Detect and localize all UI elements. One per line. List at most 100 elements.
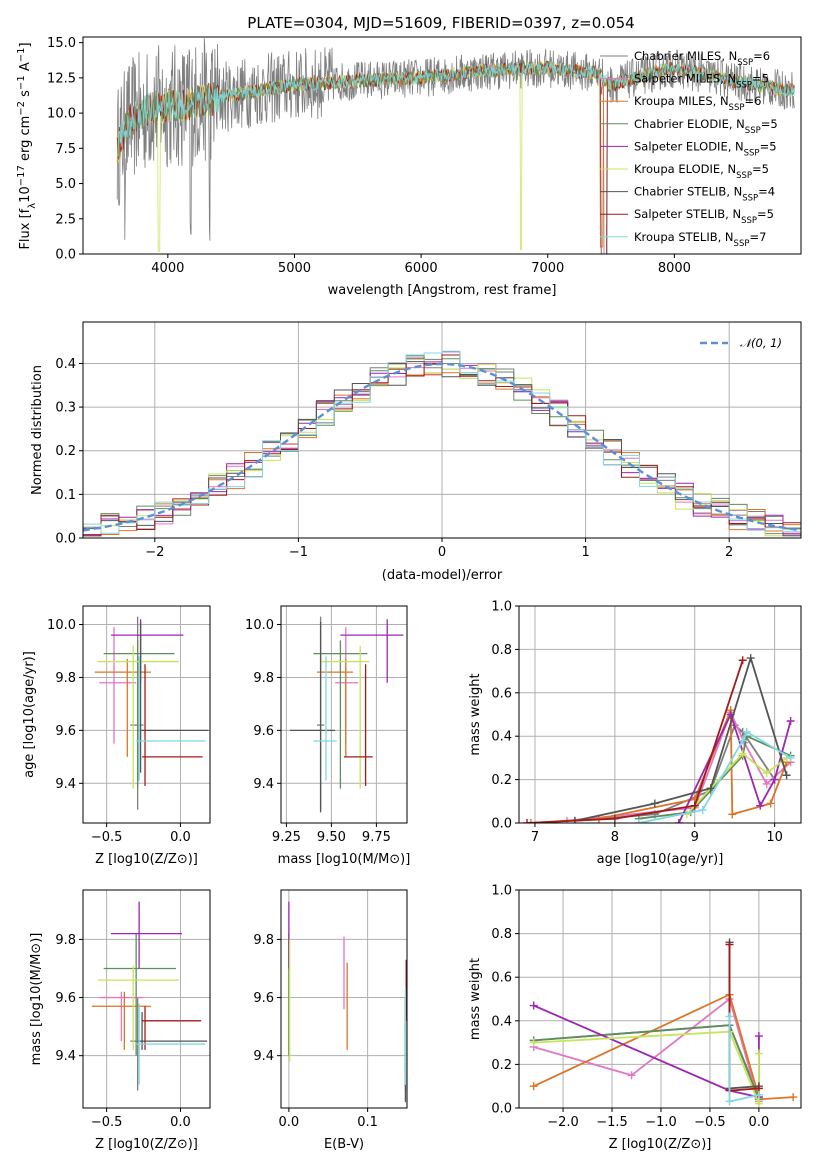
histogram-step-line bbox=[83, 350, 801, 534]
x-axis-label: E(B-V) bbox=[324, 1137, 364, 1152]
y-tick-label: 9.6 bbox=[253, 724, 274, 739]
y-tick-label: 0.1 bbox=[55, 488, 76, 503]
x-axis-label: Z [log10(Z/Z⊙)] bbox=[609, 1137, 712, 1152]
weight-marker bbox=[674, 819, 683, 823]
x-axis-label: age [log10(age/yr)] bbox=[597, 852, 724, 867]
legend-value: =5 bbox=[760, 139, 777, 153]
x-tick-label: 0.0 bbox=[170, 1115, 191, 1130]
y-axis-label: age [log10(age/yr)] bbox=[22, 651, 37, 778]
y-tick-label: 9.4 bbox=[55, 777, 76, 792]
legend-entry: 𝒩(0, 1) bbox=[740, 336, 782, 350]
x-tick-label: 10 bbox=[766, 830, 783, 845]
legend-name: Salpeter ELODIE, N bbox=[634, 139, 744, 153]
legend-name: Salpeter STELIB, N bbox=[634, 207, 741, 221]
weight-marker bbox=[725, 1097, 734, 1106]
weight-line bbox=[686, 752, 788, 815]
y-tick-label: 9.6 bbox=[55, 991, 76, 1006]
y-tick-label: 5.0 bbox=[55, 177, 76, 192]
label-part: −17 bbox=[16, 165, 27, 186]
mass-vs-EBV-chart: 0.0 0.1 9.4 9.6 9.8 E(B-V) bbox=[253, 889, 408, 1152]
legend-sub: SSP bbox=[737, 58, 753, 68]
axes-frame bbox=[518, 605, 802, 824]
label-part: s bbox=[18, 90, 33, 101]
y-tick-label: 1.0 bbox=[491, 884, 512, 899]
y-tick-label: 1.0 bbox=[491, 600, 512, 615]
y-tick-label: 9.4 bbox=[253, 1049, 274, 1064]
plot-area bbox=[91, 901, 208, 1091]
weight-marker bbox=[754, 1049, 763, 1058]
y-axis-label: mass weight bbox=[468, 958, 483, 1040]
gaussian-curve bbox=[83, 362, 801, 532]
axes-frame bbox=[518, 889, 802, 1109]
legend-name: Chabrier MILES, N bbox=[634, 49, 737, 63]
legend-name: Kroupa MILES, N bbox=[634, 94, 729, 108]
x-tick-label: 0.0 bbox=[749, 1115, 770, 1130]
weight-marker bbox=[754, 1099, 763, 1108]
weight-line bbox=[533, 993, 794, 1101]
x-tick-label: 7000 bbox=[531, 261, 564, 276]
figure-title: PLATE=0304, MJD=51609, FIBERID=0397, z=0… bbox=[247, 14, 634, 32]
weight-marker bbox=[526, 819, 535, 823]
weight-marker bbox=[754, 1090, 763, 1099]
weight-marker bbox=[762, 769, 771, 778]
legend-name: Kroupa STELIB, N bbox=[634, 230, 734, 244]
weight-marker bbox=[529, 1001, 538, 1010]
y-tick-label: 9.4 bbox=[253, 777, 274, 792]
weight-marker bbox=[738, 736, 747, 745]
legend-entry: Chabrier STELIB, NSSP=4 bbox=[634, 185, 775, 204]
x-tick-label: 0.1 bbox=[357, 1115, 378, 1130]
weight-marker bbox=[529, 1082, 538, 1091]
weight-marker bbox=[634, 819, 643, 823]
y-tick-label: 0.4 bbox=[491, 730, 512, 745]
x-tick-label: 9.25 bbox=[272, 830, 301, 845]
weight-marker bbox=[650, 799, 659, 808]
legend-sub: SSP bbox=[741, 216, 757, 226]
x-tick-label: 0 bbox=[438, 545, 446, 560]
x-tick-label: 2 bbox=[725, 545, 733, 560]
y-tick-label: 9.8 bbox=[55, 933, 76, 948]
legend-entry: Chabrier ELODIE, NSSP=5 bbox=[634, 117, 778, 136]
weight-marker bbox=[754, 1032, 763, 1041]
data-spectrum-line bbox=[116, 38, 795, 254]
y-tick-label: 10.0 bbox=[47, 618, 76, 633]
weight-marker bbox=[725, 1012, 734, 1021]
label-part: 10 bbox=[18, 186, 33, 203]
legend-sub: SSP bbox=[745, 126, 761, 136]
legend-entry: Kroupa STELIB, NSSP=7 bbox=[634, 230, 766, 249]
y-axis-label: mass weight bbox=[468, 673, 483, 755]
x-axis-label: Z [log10(Z/Z⊙)] bbox=[95, 1137, 198, 1152]
x-tick-label: 6000 bbox=[405, 261, 438, 276]
x-axis-label: Z [log10(Z/Z⊙)] bbox=[95, 852, 198, 867]
y-tick-label: 10.0 bbox=[245, 618, 274, 633]
legend-entry: Salpeter MILES, NSSP=5 bbox=[634, 72, 769, 91]
weight-marker bbox=[522, 819, 531, 823]
legend-entry: Kroupa ELODIE, NSSP=5 bbox=[634, 162, 769, 181]
x-tick-label: −1.5 bbox=[596, 1115, 628, 1130]
x-tick-label: 8 bbox=[611, 830, 619, 845]
y-tick-label: 0.2 bbox=[491, 773, 512, 788]
x-tick-label: 1 bbox=[581, 545, 589, 560]
label-part: Flux [f bbox=[18, 208, 33, 249]
plot-area bbox=[529, 938, 798, 1108]
weight-marker bbox=[738, 656, 747, 665]
y-tick-label: 9.6 bbox=[55, 724, 76, 739]
x-tick-label: 8000 bbox=[658, 261, 691, 276]
legend-name: Kroupa ELODIE, N bbox=[634, 162, 736, 176]
mass-weight-vs-age-chart: 7 8 9 10 0.0 0.2 0.4 0.6 0.8 1.0 age [log10(age/yr… bbox=[468, 600, 802, 867]
y-tick-label: 15.0 bbox=[47, 36, 76, 51]
legend-value: =6 bbox=[753, 49, 770, 63]
plot-area bbox=[83, 350, 801, 537]
plot-area bbox=[116, 38, 795, 254]
legend-sub: SSP bbox=[729, 103, 745, 113]
weight-line bbox=[526, 660, 744, 823]
y-tick-label: 9.8 bbox=[253, 933, 274, 948]
legend-value: =5 bbox=[757, 207, 774, 221]
weight-marker bbox=[786, 753, 795, 762]
legend-sub: SSP bbox=[744, 148, 760, 158]
legend-name: Chabrier STELIB, N bbox=[634, 185, 742, 199]
axes-frame bbox=[82, 36, 802, 255]
legend-value: =6 bbox=[744, 94, 761, 108]
axes-frame bbox=[82, 889, 211, 1109]
legend-value: =4 bbox=[758, 185, 775, 199]
